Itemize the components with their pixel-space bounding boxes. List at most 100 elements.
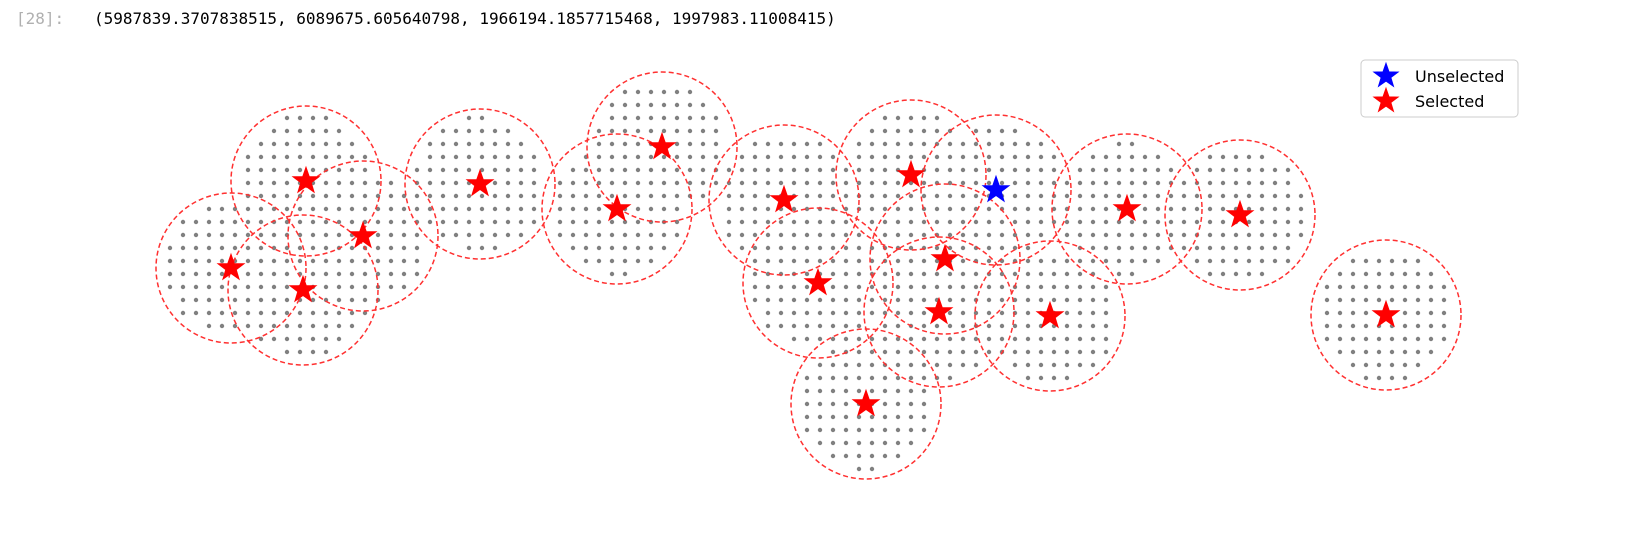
grid-point xyxy=(895,297,901,303)
grid-point xyxy=(869,141,875,147)
grid-point xyxy=(479,167,485,173)
grid-point xyxy=(531,219,537,225)
grid-point xyxy=(986,323,992,329)
grid-point xyxy=(622,141,628,147)
grid-point xyxy=(1077,310,1083,316)
grid-point xyxy=(921,388,927,394)
grid-point xyxy=(271,154,277,160)
grid-point xyxy=(882,232,888,238)
grid-point xyxy=(1025,297,1031,303)
grid-point xyxy=(752,180,758,186)
grid-point xyxy=(960,297,966,303)
grid-point xyxy=(765,167,771,173)
grid-point xyxy=(1090,349,1096,355)
grid-point xyxy=(1220,154,1226,160)
grid-point xyxy=(908,258,914,264)
grid-point xyxy=(206,206,212,212)
grid-point xyxy=(1116,154,1122,160)
grid-point xyxy=(336,141,342,147)
legend-box xyxy=(1360,59,1519,118)
grid-point xyxy=(1207,219,1213,225)
grid-point xyxy=(895,401,901,407)
grid-point xyxy=(765,323,771,329)
grid-point xyxy=(752,206,758,212)
grid-point xyxy=(882,401,888,407)
grid-point xyxy=(726,167,732,173)
grid-point xyxy=(635,167,641,173)
grid-point xyxy=(1012,362,1018,368)
grid-point xyxy=(856,466,862,472)
grid-point xyxy=(427,193,433,199)
grid-point xyxy=(830,284,836,290)
grid-point xyxy=(232,284,238,290)
grid-point xyxy=(310,128,316,134)
grid-point xyxy=(869,154,875,160)
grid-point xyxy=(882,323,888,329)
grid-point xyxy=(401,206,407,212)
grid-point xyxy=(622,219,628,225)
grid-point xyxy=(297,258,303,264)
grid-point xyxy=(739,245,745,251)
grid-point xyxy=(258,206,264,212)
grid-point xyxy=(843,310,849,316)
selected-star-marker xyxy=(896,159,926,188)
grid-point xyxy=(1168,219,1174,225)
grid-point xyxy=(232,323,238,329)
grid-point xyxy=(1116,167,1122,173)
grid-point xyxy=(726,206,732,212)
grid-point xyxy=(960,180,966,186)
grid-point xyxy=(869,440,875,446)
grid-point xyxy=(947,193,953,199)
grid-point xyxy=(921,427,927,433)
grid-point xyxy=(739,219,745,225)
grid-point xyxy=(1038,258,1044,264)
grid-point xyxy=(986,141,992,147)
grid-point xyxy=(830,362,836,368)
grid-point xyxy=(1389,362,1395,368)
grid-point xyxy=(245,219,251,225)
grid-point xyxy=(804,180,810,186)
grid-point xyxy=(297,232,303,238)
grid-point xyxy=(336,284,342,290)
grid-point xyxy=(583,206,589,212)
legend-star-icon xyxy=(1372,86,1400,113)
grid-point xyxy=(934,154,940,160)
grid-point xyxy=(557,232,563,238)
grid-point xyxy=(518,206,524,212)
grid-point xyxy=(947,362,953,368)
grid-point xyxy=(752,167,758,173)
grid-point xyxy=(1103,323,1109,329)
grid-point xyxy=(791,141,797,147)
grid-point xyxy=(1129,167,1135,173)
grid-point xyxy=(1064,284,1070,290)
grid-point xyxy=(830,271,836,277)
grid-point xyxy=(895,258,901,264)
grid-point xyxy=(1337,310,1343,316)
grid-point xyxy=(804,154,810,160)
grid-point xyxy=(947,375,953,381)
grid-point xyxy=(258,297,264,303)
grid-point xyxy=(908,362,914,368)
grid-point xyxy=(557,219,563,225)
grid-point xyxy=(804,284,810,290)
grid-point xyxy=(921,297,927,303)
grid-point xyxy=(1298,206,1304,212)
grid-point xyxy=(661,102,667,108)
grid-point xyxy=(700,128,706,134)
grid-point xyxy=(960,284,966,290)
buffer-circle xyxy=(230,105,382,257)
grid-point xyxy=(453,180,459,186)
grid-point xyxy=(1064,323,1070,329)
grid-point xyxy=(1129,232,1135,238)
grid-point xyxy=(570,232,576,238)
grid-point xyxy=(596,245,602,251)
grid-point xyxy=(1259,258,1265,264)
grid-point xyxy=(557,193,563,199)
cell-output-row: [28]: (5987839.3707838515, 6089675.60564… xyxy=(0,0,1648,44)
grid-point xyxy=(791,219,797,225)
grid-point xyxy=(583,258,589,264)
grid-point xyxy=(323,232,329,238)
grid-point xyxy=(817,245,823,251)
grid-point xyxy=(336,180,342,186)
grid-point xyxy=(453,154,459,160)
